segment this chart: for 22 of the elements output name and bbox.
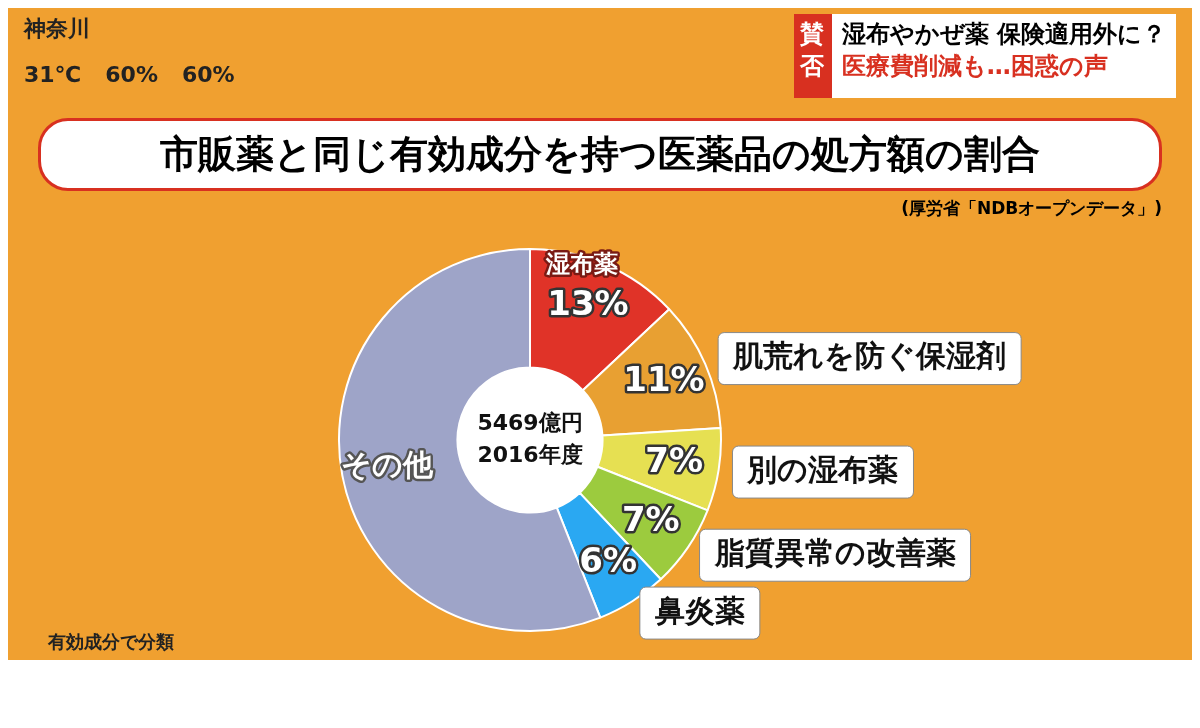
slice-label: 別の湿布薬 — [746, 451, 899, 487]
data-label: 13% — [547, 282, 629, 323]
text: 5469億円 — [477, 409, 583, 435]
text: 60% — [181, 61, 235, 89]
data-label: 7% — [645, 439, 704, 480]
chart-title: 市販薬と同じ有効成分を持つ医薬品の処方額の割合 — [38, 118, 1162, 191]
slice-label: 鼻炎薬 — [654, 592, 745, 628]
data-label: 7% — [621, 498, 680, 539]
text: 湿布やかぜ薬 保険適用外に？ — [841, 19, 1166, 50]
text: 神奈川 — [24, 15, 91, 43]
text: 賛否 — [793, 14, 832, 98]
slice-label: 脂質異常の改善薬 — [713, 535, 956, 571]
data-label: 6% — [579, 540, 638, 581]
text: 31℃ — [24, 61, 82, 89]
chart-subtitle: (厚労省「NDBオープンデータ」) — [900, 197, 1163, 220]
text: 有効成分で分類 — [48, 630, 174, 654]
slice-label: その他 — [340, 447, 434, 483]
data-label: 11% — [623, 358, 705, 399]
text: 2016年度 — [477, 441, 583, 467]
text: 医療費削減も…困惑の声 — [841, 51, 1109, 82]
slice-label: 肌荒れを防ぐ保湿剤 — [732, 338, 1007, 374]
text: 60% — [105, 61, 158, 89]
